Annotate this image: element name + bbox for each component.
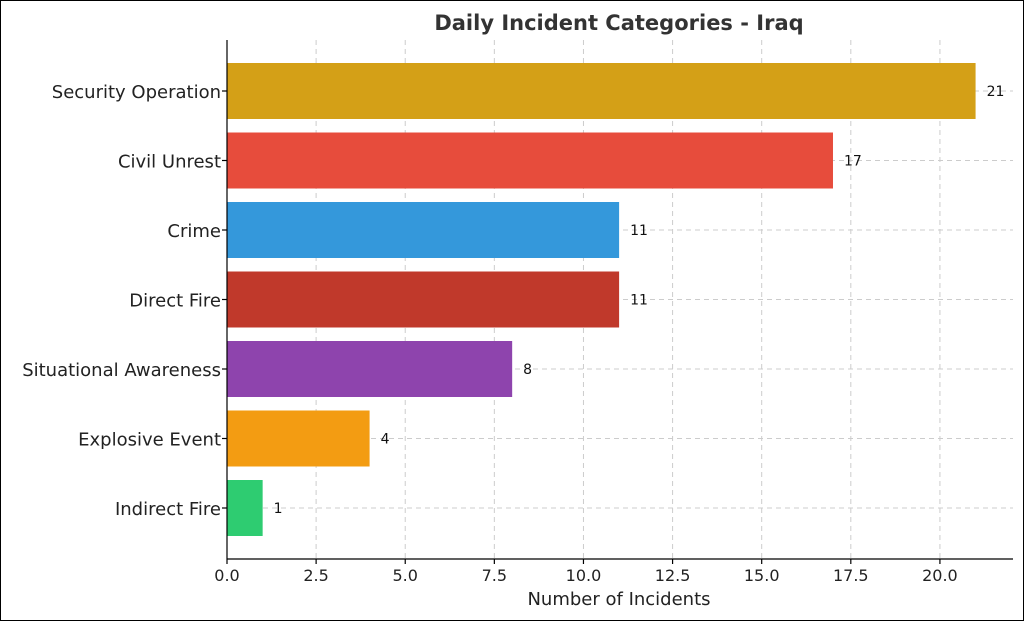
x-tick-label: 12.5	[655, 566, 691, 585]
x-tick-label: 17.5	[833, 566, 869, 585]
bar-value-label: 1	[274, 501, 283, 517]
category-label: Crime	[167, 221, 221, 242]
category-label: Indirect Fire	[115, 499, 221, 520]
bar	[227, 341, 513, 397]
category-label: Direct Fire	[129, 291, 221, 312]
bar-value-label: 21	[987, 84, 1005, 100]
category-label: Civil Unrest	[118, 152, 221, 173]
category-label: Security Operation	[52, 82, 221, 103]
x-tick-label: 15.0	[744, 566, 780, 585]
x-tick-label: 7.5	[482, 566, 507, 585]
bar	[227, 410, 370, 467]
bar	[227, 271, 620, 328]
category-label: Explosive Event	[78, 430, 221, 451]
x-tick-label: 20.0	[922, 566, 958, 585]
bar-layer: 21 17 11 11 8 4 1	[227, 63, 1004, 536]
x-tick-label: 10.0	[566, 566, 602, 585]
x-tick-label: 0.0	[214, 566, 239, 585]
bar-value-label: 11	[630, 293, 648, 309]
x-tick-label: 5.0	[393, 566, 418, 585]
bar-value-label: 11	[630, 223, 648, 239]
category-label: Situational Awareness	[22, 360, 221, 381]
bar-value-label: 17	[844, 154, 862, 170]
bar-value-label: 4	[381, 432, 390, 448]
bar	[227, 202, 620, 258]
bar	[227, 63, 976, 119]
x-tick-label: 2.5	[303, 566, 328, 585]
x-axis-title: Number of Incidents	[527, 589, 710, 610]
bar	[227, 132, 833, 189]
axis-layer: 0.0 2.5 5.0 7.5 10.0 12.5 15.0 17.5 20.0 Security…	[22, 40, 1013, 585]
bar-value-label: 8	[523, 362, 532, 378]
bar	[227, 480, 263, 536]
chart-title: Daily Incident Categories - Iraq	[434, 11, 803, 35]
